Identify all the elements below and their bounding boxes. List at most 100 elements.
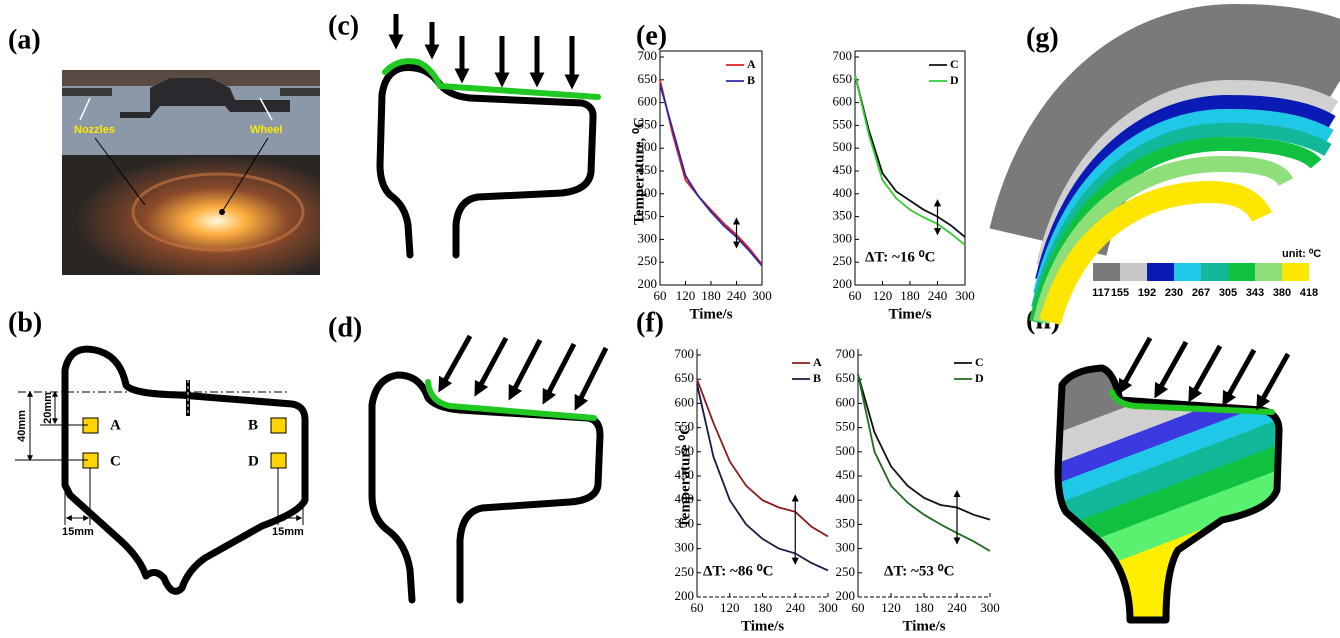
legend-label: B [813, 371, 821, 385]
x-axis-label: Time/s [741, 618, 784, 634]
x-tick-label: 240 [727, 288, 747, 303]
y-tick-label: 550 [836, 419, 856, 434]
series-line [659, 84, 763, 267]
annotation: ΔT: ~86 ⁰C [703, 563, 773, 579]
colorbar-tick: 230 [1165, 287, 1183, 299]
x-tick-label: 240 [928, 288, 948, 303]
colorbar-block [1228, 263, 1255, 281]
x-tick-label: 60 [654, 288, 667, 303]
y-tick-label: 600 [833, 94, 853, 109]
y-tick-label: 550 [675, 419, 695, 434]
series-line [659, 79, 763, 266]
y-tick-label: 500 [833, 139, 853, 154]
legend-label: C [975, 355, 984, 369]
series-line [696, 383, 829, 572]
x-tick-label: 60 [852, 600, 865, 615]
legend-label: D [975, 371, 984, 385]
colorbar-block [1282, 263, 1309, 281]
panel-label: (f) [636, 307, 664, 338]
x-tick-label: 180 [900, 288, 920, 303]
legend-label: A [747, 57, 756, 71]
y-tick-label: 400 [836, 491, 856, 506]
x-tick-label: 120 [873, 288, 893, 303]
y-tick-label: 450 [833, 162, 853, 177]
x-tick-label: 300 [818, 600, 838, 615]
x-tick-label: 240 [947, 600, 967, 615]
colorbar-block [1174, 263, 1201, 281]
y-tick-label: 250 [833, 253, 853, 268]
y-tick-label: 600 [675, 394, 695, 409]
quench-diagram [376, 14, 601, 259]
colorbar-block [1201, 263, 1228, 281]
y-tick-label: 250 [836, 564, 856, 579]
dimension: 15mm [62, 526, 94, 538]
y-tick-label: 400 [638, 185, 658, 200]
photo-label: Wheel [250, 124, 282, 136]
wheel-section [15, 345, 309, 595]
y-tick-label: 200 [675, 588, 695, 603]
y-tick-label: 450 [638, 162, 658, 177]
colorbar-tick: 343 [1246, 287, 1264, 299]
point-label: C [110, 453, 121, 469]
colorbar-block [1147, 263, 1174, 281]
y-tick-label: 600 [836, 394, 856, 409]
series-line [696, 378, 829, 538]
y-axis-label: Temperature ⁰C [677, 424, 693, 528]
y-tick-label: 650 [836, 370, 856, 385]
y-tick-label: 450 [836, 467, 856, 482]
y-tick-label: 700 [833, 48, 853, 63]
y-tick-label: 350 [638, 208, 658, 223]
dimension: 40mm [16, 410, 28, 442]
colorbar-tick: 267 [1192, 287, 1210, 299]
colorbar-block [1255, 263, 1282, 281]
y-tick-label: 650 [638, 71, 658, 86]
series-line [854, 74, 966, 246]
legend-label: D [950, 73, 959, 87]
photo [62, 70, 320, 275]
x-tick-label: 300 [980, 600, 1000, 615]
panel-label: (c) [328, 10, 359, 41]
y-tick-label: 300 [638, 230, 658, 245]
y-tick-label: 400 [675, 491, 695, 506]
contour-section [1054, 336, 1291, 624]
colorbar-tick: 155 [1111, 287, 1129, 299]
x-tick-label: 120 [720, 600, 740, 615]
x-tick-label: 60 [849, 288, 862, 303]
colorbar-block [1120, 263, 1147, 281]
y-tick-label: 300 [833, 230, 853, 245]
series-line [857, 374, 991, 552]
y-tick-label: 300 [836, 540, 856, 555]
x-axis-label: Time/s [902, 618, 945, 634]
colorbar-block [1093, 263, 1120, 281]
panel-label: (e) [636, 20, 667, 51]
x-tick-label: 120 [881, 600, 901, 615]
y-tick-label: 650 [675, 370, 695, 385]
colorbar-tick: 192 [1138, 287, 1156, 299]
x-tick-label: 60 [691, 600, 704, 615]
panel-label: (g) [1026, 22, 1059, 53]
x-tick-label: 180 [753, 600, 773, 615]
y-tick-label: 200 [638, 276, 658, 291]
quench-diagram [368, 334, 609, 604]
y-tick-label: 400 [833, 185, 853, 200]
y-tick-label: 450 [675, 467, 695, 482]
y-tick-label: 250 [675, 564, 695, 579]
y-tick-label: 350 [675, 515, 695, 530]
x-tick-label: 300 [752, 288, 772, 303]
y-axis-label: Temperature, ⁰C [631, 117, 647, 225]
point-label: A [110, 417, 121, 433]
photo-label: Nozzles [74, 124, 115, 136]
point-label: D [248, 453, 259, 469]
y-tick-label: 700 [836, 346, 856, 361]
y-tick-label: 200 [836, 588, 856, 603]
dimension: 15mm [272, 526, 304, 538]
annotation: ΔT: ~53 ⁰C [884, 563, 954, 579]
colorbar-tick: 305 [1219, 287, 1237, 299]
panel-label: (a) [8, 24, 41, 55]
annotation: ΔT: ~16 ⁰C [865, 249, 935, 265]
y-tick-label: 300 [675, 540, 695, 555]
x-tick-label: 180 [701, 288, 721, 303]
legend-label: A [813, 355, 822, 369]
panel-label: (d) [328, 312, 362, 343]
